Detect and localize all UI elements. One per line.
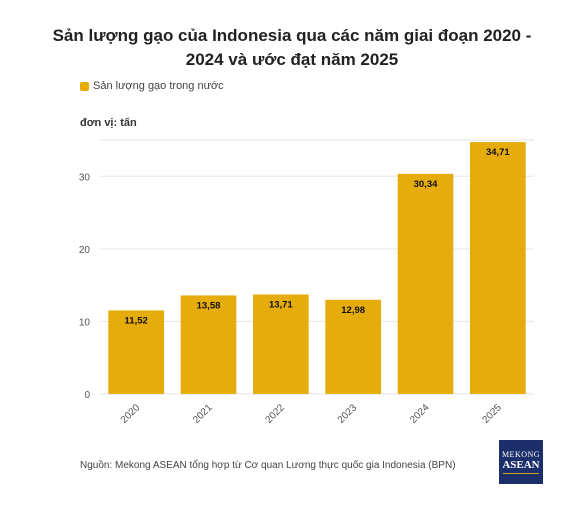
x-tick-label: 2025 [480,402,504,426]
x-tick-label: 2022 [263,402,287,426]
data-label: 12,98 [341,305,365,316]
x-tick-label: 2020 [119,402,143,426]
bar [180,295,237,394]
logo-text-bottom: ASEAN [502,459,540,471]
bar [108,310,165,394]
x-tick-label: 2024 [408,402,432,426]
legend[interactable]: Sản lượng gạo trong nước [80,80,224,92]
data-label: 30,34 [414,179,438,190]
y-tick-label: 20 [79,245,91,256]
data-label: 13,71 [269,300,293,311]
data-label: 13,58 [197,300,221,311]
bar [325,299,382,394]
x-tick-label: 2023 [336,402,360,426]
bar-chart: 0 10 20 30 11,52 2020 13,58 2021 13,71 2022 12,98 2… [79,139,534,426]
legend-swatch [80,81,89,91]
bar [252,294,309,394]
mekong-asean-logo: MEKONG ASEAN [499,440,543,484]
x-tick-label: 2021 [191,402,215,426]
source-note: Nguồn: Mekong ASEAN tổng hợp từ Cơ quan … [80,460,456,471]
legend-label: Sản lượng gạo trong nước [93,80,224,92]
y-tick-label: 10 [79,317,91,328]
logo-underline [503,473,539,474]
logo-text-top: MEKONG [501,450,541,459]
bar [397,173,454,394]
unit-label: đơn vị: tấn [80,117,137,129]
y-tick-label: 0 [84,390,90,401]
bar [469,142,526,394]
chart-title: Sản lượng gạo của Indonesia qua các năm … [52,26,532,69]
y-tick-label: 30 [79,172,91,183]
data-label: 34,71 [486,147,510,158]
data-label: 11,52 [125,315,148,326]
